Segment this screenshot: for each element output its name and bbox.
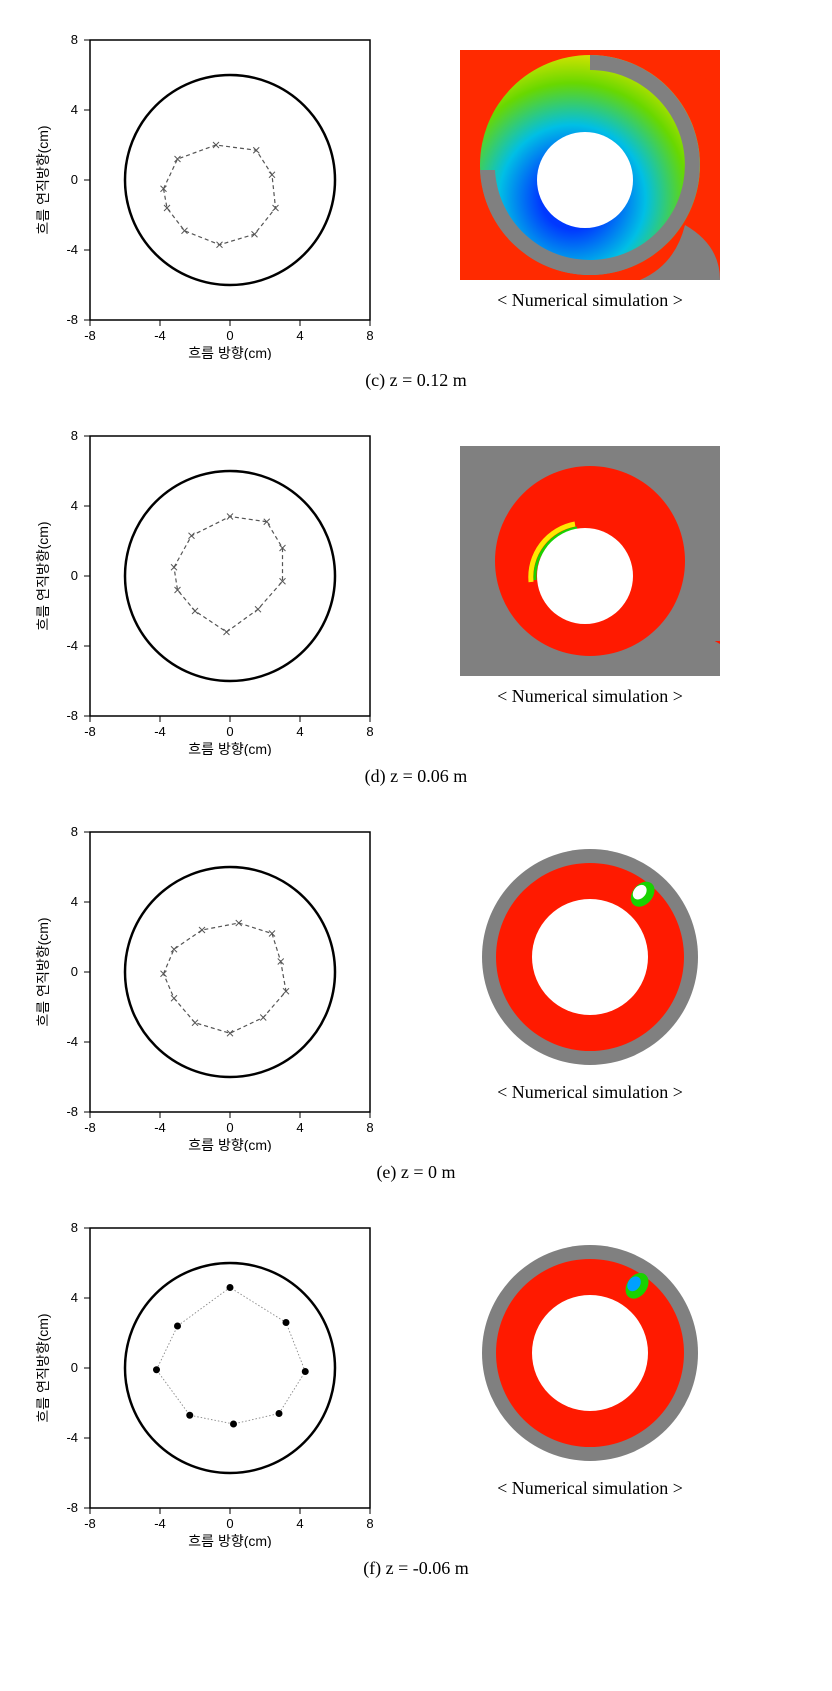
- svg-text:흐름 연직방향(cm): 흐름 연직방향(cm): [35, 1313, 51, 1422]
- sim-caption-c: < Numerical simulation >: [497, 290, 683, 311]
- chart-e: -8 -4 0 4 8 -8 -4 0 4 8 흐름 방향(cm) 흐름 연직방향(cm): [30, 812, 390, 1152]
- svg-text:4: 4: [296, 1516, 303, 1531]
- svg-text:-8: -8: [66, 1500, 78, 1515]
- svg-text:-8: -8: [66, 1104, 78, 1119]
- svg-text:-4: -4: [154, 1120, 166, 1135]
- svg-text:4: 4: [296, 1120, 303, 1135]
- chart-c: -8 -4 0 4 8 -8 -4 0 4 8 흐름 방향(cm) 흐름 연직방향(cm): [30, 20, 390, 360]
- simulation-f: < Numerical simulation >: [430, 1208, 750, 1499]
- svg-text:8: 8: [71, 824, 78, 839]
- panel-caption-f: (f) z = -0.06 m: [30, 1558, 802, 1579]
- svg-text:0: 0: [71, 172, 78, 187]
- svg-text:0: 0: [71, 568, 78, 583]
- svg-text:-8: -8: [84, 1516, 96, 1531]
- svg-text:0: 0: [71, 964, 78, 979]
- panel-row-c: -8 -4 0 4 8 -8 -4 0 4 8 흐름 방향(cm) 흐름 연직방향(cm) < Nume…: [30, 20, 802, 360]
- svg-text:8: 8: [71, 428, 78, 443]
- svg-text:-4: -4: [154, 328, 166, 343]
- svg-text:-4: -4: [66, 638, 78, 653]
- panel-caption-c: (c) z = 0.12 m: [30, 370, 802, 391]
- svg-text:흐름 연직방향(cm): 흐름 연직방향(cm): [35, 917, 51, 1026]
- svg-text:0: 0: [226, 1516, 233, 1531]
- svg-text:-4: -4: [66, 242, 78, 257]
- svg-text:-8: -8: [66, 312, 78, 327]
- svg-text:0: 0: [226, 328, 233, 343]
- svg-text:4: 4: [71, 102, 78, 117]
- simulation-e: < Numerical simulation >: [430, 812, 750, 1103]
- svg-text:0: 0: [226, 724, 233, 739]
- svg-text:8: 8: [366, 328, 373, 343]
- svg-text:4: 4: [71, 498, 78, 513]
- svg-text:흐름 연직방향(cm): 흐름 연직방향(cm): [35, 125, 51, 234]
- panel-caption-d: (d) z = 0.06 m: [30, 766, 802, 787]
- svg-text:흐름 방향(cm): 흐름 방향(cm): [188, 741, 271, 756]
- panel-row-d: -8 -4 0 4 8 -8 -4 0 4 8 흐름 방향(cm) 흐름 연직방향(cm) < Nume…: [30, 416, 802, 756]
- svg-text:4: 4: [71, 894, 78, 909]
- svg-text:4: 4: [296, 328, 303, 343]
- simulation-d: < Numerical simulation >: [430, 416, 750, 707]
- chart-f: -8 -4 0 4 8 -8 -4 0 4 8 흐름 방향(cm) 흐름 연직방향(cm): [30, 1208, 390, 1548]
- svg-text:흐름 방향(cm): 흐름 방향(cm): [188, 1533, 271, 1548]
- svg-text:-4: -4: [66, 1430, 78, 1445]
- panel-caption-e: (e) z = 0 m: [30, 1162, 802, 1183]
- svg-text:4: 4: [296, 724, 303, 739]
- svg-text:-8: -8: [66, 708, 78, 723]
- svg-text:4: 4: [71, 1290, 78, 1305]
- sim-caption-f: < Numerical simulation >: [497, 1478, 683, 1499]
- chart-d: -8 -4 0 4 8 -8 -4 0 4 8 흐름 방향(cm) 흐름 연직방향(cm): [30, 416, 390, 756]
- svg-text:8: 8: [366, 724, 373, 739]
- svg-text:8: 8: [71, 1220, 78, 1235]
- simulation-c: < Numerical simulation >: [430, 20, 750, 311]
- svg-text:-8: -8: [84, 724, 96, 739]
- panel-row-f: -8 -4 0 4 8 -8 -4 0 4 8 흐름 방향(cm) 흐름 연직방향(cm) < Nume…: [30, 1208, 802, 1548]
- svg-text:-4: -4: [66, 1034, 78, 1049]
- sim-caption-e: < Numerical simulation >: [497, 1082, 683, 1103]
- svg-text:0: 0: [71, 1360, 78, 1375]
- svg-text:흐름 방향(cm): 흐름 방향(cm): [188, 345, 271, 360]
- svg-text:흐름 방향(cm): 흐름 방향(cm): [188, 1137, 271, 1152]
- svg-text:-8: -8: [84, 1120, 96, 1135]
- panel-row-e: -8 -4 0 4 8 -8 -4 0 4 8 흐름 방향(cm) 흐름 연직방향(cm) < Nume…: [30, 812, 802, 1152]
- svg-text:-8: -8: [84, 328, 96, 343]
- sim-caption-d: < Numerical simulation >: [497, 686, 683, 707]
- svg-text:8: 8: [71, 32, 78, 47]
- svg-text:8: 8: [366, 1120, 373, 1135]
- svg-text:흐름 연직방향(cm): 흐름 연직방향(cm): [35, 521, 51, 630]
- svg-text:-4: -4: [154, 724, 166, 739]
- svg-text:-4: -4: [154, 1516, 166, 1531]
- svg-text:0: 0: [226, 1120, 233, 1135]
- svg-text:8: 8: [366, 1516, 373, 1531]
